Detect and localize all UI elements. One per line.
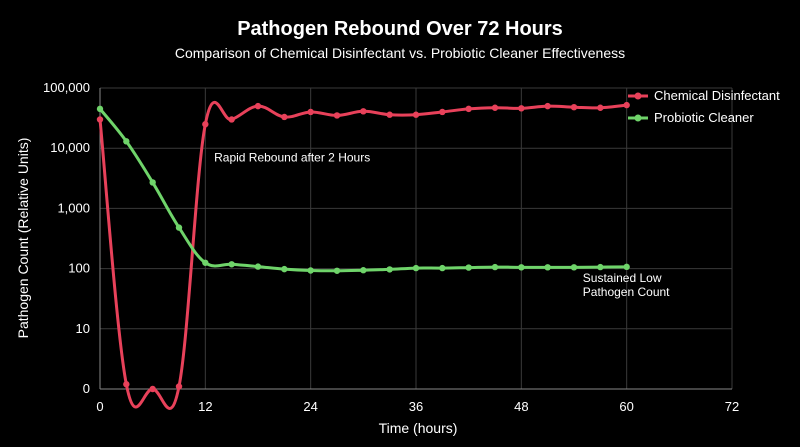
probiotic-cleaner-point bbox=[386, 266, 393, 273]
x-tick-label: 72 bbox=[725, 399, 739, 414]
probiotic-cleaner-point bbox=[149, 179, 156, 186]
probiotic-cleaner-point bbox=[228, 261, 235, 268]
chemical-disinfectant-line bbox=[98, 100, 627, 410]
probiotic-cleaner-point bbox=[544, 264, 551, 271]
y-tick-label: 10,000 bbox=[50, 140, 90, 155]
chemical-disinfectant-point bbox=[307, 108, 314, 116]
annotation-text: Pathogen Count bbox=[583, 285, 670, 299]
x-tick-label: 36 bbox=[409, 399, 423, 414]
x-tick-label: 48 bbox=[514, 399, 528, 414]
annotations: Rapid Rebound after 2 Hours Sustained Low… bbox=[214, 151, 670, 299]
chemical-disinfectant-point bbox=[254, 102, 262, 110]
x-tick-label: 60 bbox=[619, 399, 633, 414]
probiotic-cleaner-point bbox=[465, 264, 472, 271]
chart-subtitle: Comparison of Chemical Disinfectant vs. … bbox=[175, 45, 625, 61]
chemical-disinfectant-point bbox=[412, 111, 420, 118]
probiotic-cleaner-point bbox=[281, 265, 288, 273]
chemical-disinfectant-point bbox=[465, 105, 472, 113]
probiotic-cleaner-point bbox=[570, 264, 578, 271]
chemical-disinfectant-point bbox=[491, 104, 499, 111]
chemical-disinfectant-legend-label: Chemical Disinfectant bbox=[654, 88, 780, 103]
chemical-disinfectant-point bbox=[281, 113, 288, 121]
probiotic-cleaner-point bbox=[254, 263, 262, 270]
probiotic-cleaner-point bbox=[491, 263, 499, 271]
chemical-disinfectant-point bbox=[228, 116, 235, 123]
axes: 0 10 100 1,000 10,000 100,000 0 12 24 36 48 60 72 bbox=[43, 80, 739, 414]
probiotic-cleaner-point bbox=[623, 263, 630, 271]
chemical-disinfectant-legend-marker bbox=[634, 92, 642, 100]
y-tick-label: 100 bbox=[68, 261, 90, 276]
y-tick-label: 0 bbox=[83, 381, 90, 396]
y-tick-label: 1,000 bbox=[57, 200, 90, 215]
probiotic-cleaner-point bbox=[202, 259, 209, 266]
legend: Chemical Disinfectant Probiotic Cleaner bbox=[628, 88, 780, 125]
probiotic-cleaner-point bbox=[96, 105, 104, 113]
probiotic-cleaner-legend-marker bbox=[634, 114, 642, 122]
probiotic-cleaner-legend-label: Probiotic Cleaner bbox=[654, 110, 754, 125]
chemical-disinfectant-point bbox=[597, 104, 604, 111]
chemical-disinfectant-point bbox=[570, 103, 578, 111]
probiotic-cleaner-point bbox=[123, 138, 130, 145]
chemical-disinfectant-point bbox=[123, 381, 130, 388]
chart-title: Pathogen Rebound Over 72 Hours bbox=[237, 18, 563, 40]
chemical-disinfectant-point bbox=[175, 383, 183, 390]
chemical-disinfectant-point bbox=[333, 112, 341, 119]
probiotic-cleaner-point bbox=[518, 264, 525, 271]
probiotic-cleaner-point bbox=[439, 264, 446, 272]
chemical-disinfectant-point bbox=[439, 108, 446, 116]
y-tick-label: 100,000 bbox=[43, 80, 90, 95]
probiotic-cleaner-point bbox=[597, 263, 604, 271]
x-axis-label: Time (hours) bbox=[379, 420, 458, 436]
x-tick-label: 12 bbox=[198, 399, 212, 414]
chemical-disinfectant-point bbox=[149, 385, 156, 393]
probiotic-cleaner-point bbox=[333, 267, 341, 274]
chemical-disinfectant-point bbox=[360, 108, 367, 115]
chemical-disinfectant-point bbox=[96, 116, 104, 123]
chemical-disinfectant-point bbox=[518, 105, 525, 112]
y-axis-label: Pathogen Count (Relative Units) bbox=[15, 138, 31, 339]
chemical-disinfectant-point bbox=[544, 102, 551, 110]
chemical-disinfectant-point bbox=[202, 121, 209, 128]
probiotic-cleaner-point bbox=[175, 224, 183, 231]
gridlines bbox=[100, 87, 733, 389]
chemical-disinfectant-point bbox=[386, 111, 393, 118]
x-tick-label: 0 bbox=[96, 399, 103, 414]
probiotic-cleaner-point bbox=[360, 267, 367, 274]
x-tick-label: 24 bbox=[303, 399, 317, 414]
plot-area bbox=[96, 100, 630, 410]
probiotic-cleaner-point bbox=[307, 267, 314, 274]
annotation-text: Sustained Low bbox=[583, 271, 662, 285]
y-tick-label: 10 bbox=[76, 321, 90, 336]
probiotic-cleaner-point bbox=[412, 264, 420, 272]
annotation-text: Rapid Rebound after 2 Hours bbox=[214, 151, 370, 165]
chemical-disinfectant-point bbox=[623, 101, 630, 109]
